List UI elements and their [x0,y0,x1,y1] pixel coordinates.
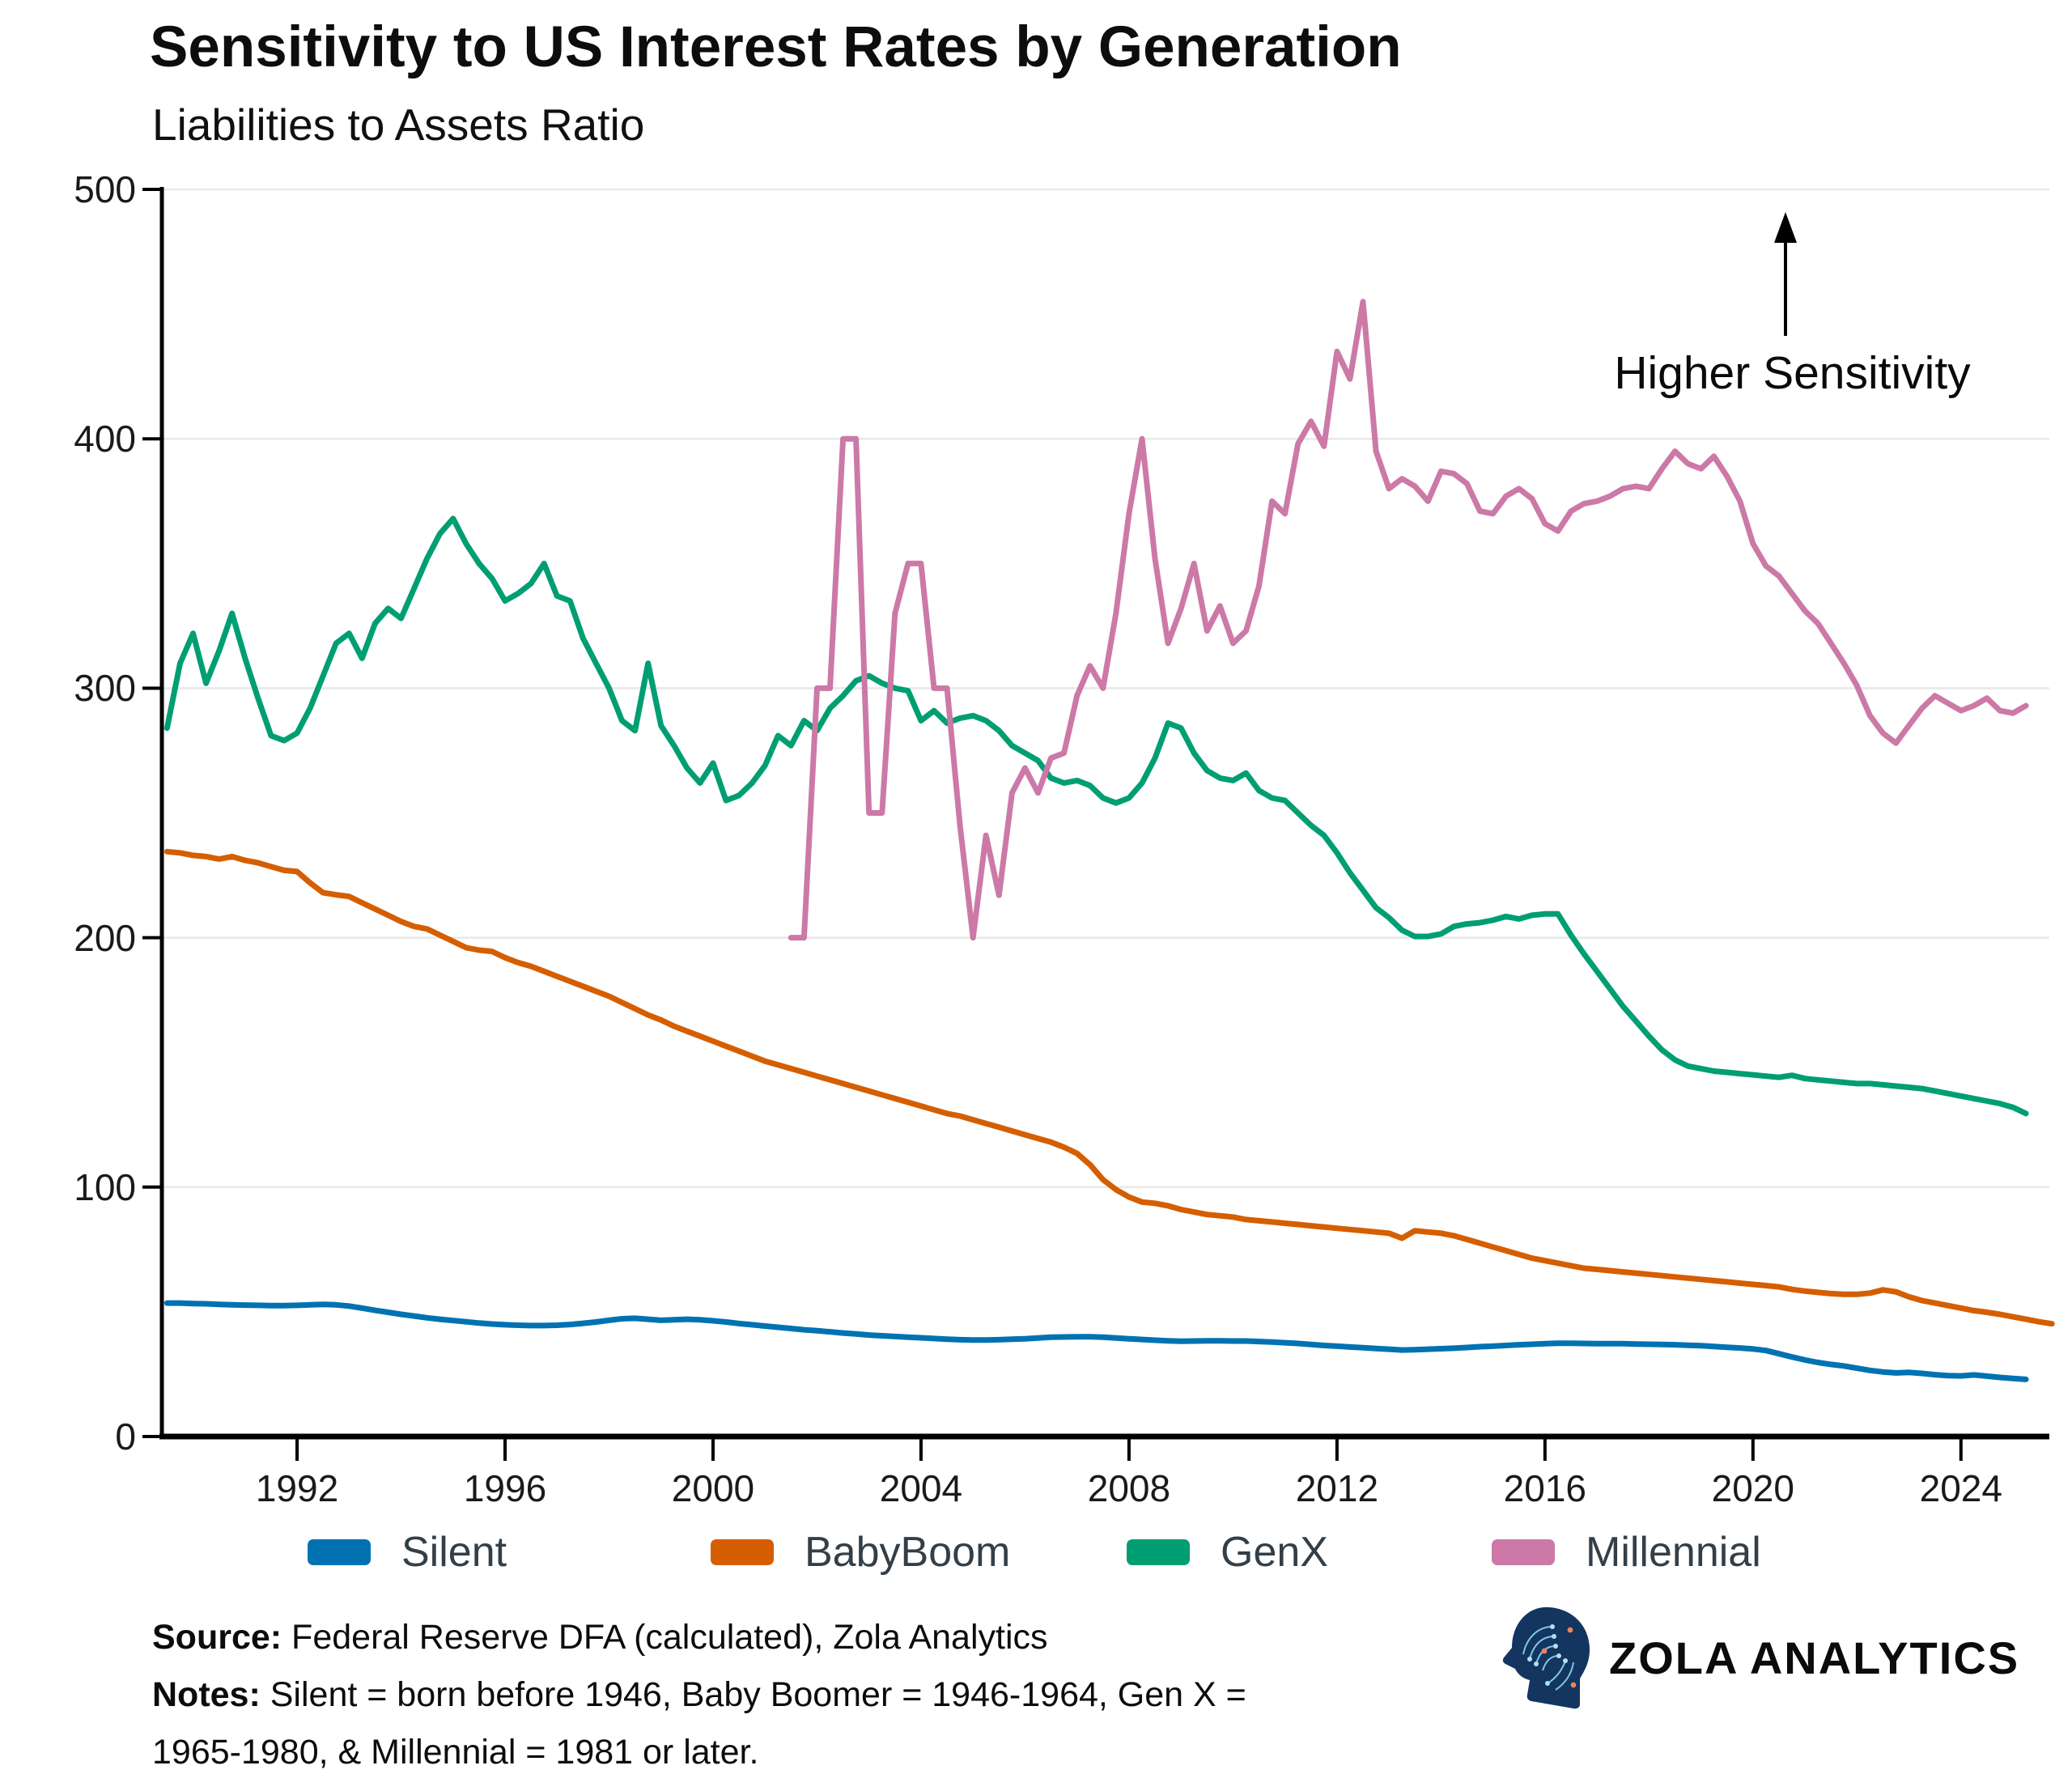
chart-subtitle: Liabilities to Assets Ratio [152,100,645,150]
millennial-swatch-icon [1492,1539,1555,1565]
notes-label: Notes: [152,1675,261,1714]
series-line-silent [163,1300,2029,1382]
legend-item-millennial: Millennial [1492,1526,1761,1578]
legend-label-silent: Silent [401,1529,507,1576]
x-tick-label-2024: 2024 [1919,1467,2002,1509]
notes-line-2: 1965-1980, & Millennial = 1981 or later. [152,1724,1246,1774]
x-tick-label-2012: 2012 [1295,1467,1379,1509]
higher-sensitivity-annotation: Higher Sensitivity [1614,347,1971,399]
series-line-genx [163,516,2029,1117]
legend: Silent BabyBoom GenX Millennial [0,1526,2072,1583]
y-tick-label-100: 100 [74,1165,136,1208]
x-tick-label-2016: 2016 [1503,1467,1587,1509]
x-tick-label-1992: 1992 [255,1467,339,1509]
silent-swatch-icon [308,1539,371,1565]
brand-wordmark: ZOLA ANALYTICS [1609,1632,2020,1683]
legend-item-silent: Silent [308,1526,507,1578]
legend-item-babyboom: BabyBoom [711,1526,1010,1578]
notes-text-2: 1965-1980, & Millennial = 1981 or later. [152,1733,759,1772]
chart-title: Sensitivity to US Interest Rates by Gene… [150,15,1402,79]
y-tick-label-0: 0 [115,1415,136,1458]
x-tick-label-2008: 2008 [1087,1467,1171,1509]
notes-line-1: Notes: Silent = born before 1946, Baby B… [152,1666,1246,1724]
y-tick-label-300: 300 [74,667,136,710]
legend-label-genx: GenX [1221,1529,1328,1576]
legend-label-millennial: Millennial [1586,1529,1761,1576]
series-line-babyboom [163,848,2055,1327]
y-tick-label-500: 500 [74,168,136,210]
notes-text-1: Silent = born before 1946, Baby Boomer =… [260,1675,1246,1714]
legend-item-genx: GenX [1127,1526,1328,1578]
y-tick-label-400: 400 [74,418,136,460]
babyboom-swatch-icon [711,1539,774,1565]
source-line: Source: Federal Reserve DFA (calculated)… [152,1609,1246,1666]
x-tick-label-1996: 1996 [463,1467,547,1509]
legend-label-babyboom: BabyBoom [805,1529,1011,1576]
footer-notes: Source: Federal Reserve DFA (calculated)… [152,1609,1246,1774]
higher-sensitivity-arrowhead [1774,212,1797,243]
zola-logo-icon [1502,1606,1590,1709]
x-tick-label-2000: 2000 [671,1467,755,1509]
source-label: Source: [152,1618,282,1657]
x-tick-label-2020: 2020 [1711,1467,1794,1509]
x-tick-label-2004: 2004 [879,1467,963,1509]
source-text: Federal Reserve DFA (calculated), Zola A… [282,1618,1048,1657]
series-line-millennial [788,299,2029,941]
y-tick-label-200: 200 [74,916,136,959]
genx-swatch-icon [1127,1539,1190,1565]
